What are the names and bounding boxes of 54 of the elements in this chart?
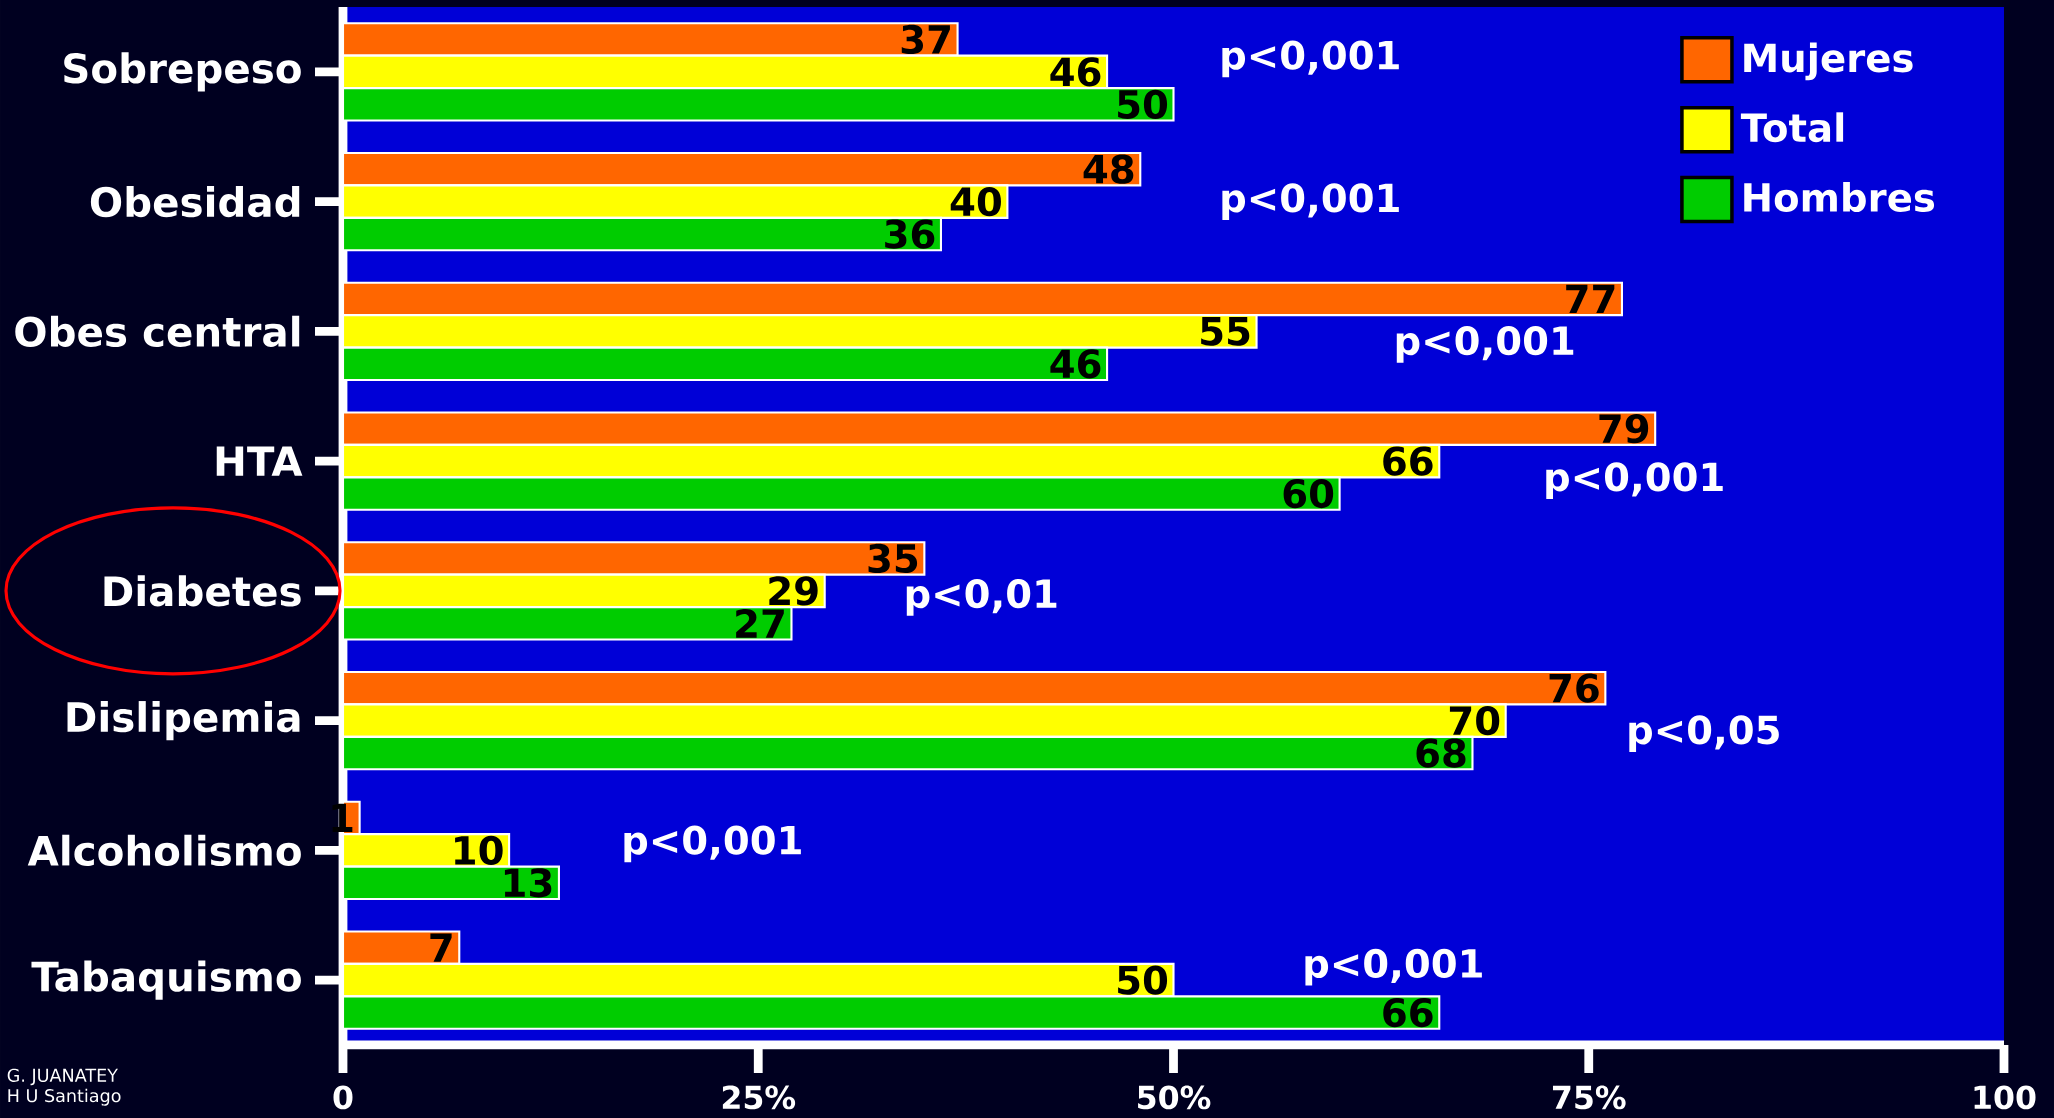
data-label: 66	[1383, 446, 1433, 476]
x-tick-label: 100	[1974, 1085, 2036, 1110]
data-label: 70	[1449, 706, 1500, 736]
bar	[343, 314, 1258, 349]
annotation: p<0,001	[1546, 462, 1723, 499]
legend-label: Mujeres	[1744, 42, 1913, 81]
data-label: 46	[1050, 57, 1101, 87]
x-tick-label: 75%	[1552, 1085, 1626, 1110]
data-label: 40	[950, 187, 1001, 217]
data-label: 48	[1083, 154, 1134, 184]
data-label: 50	[1118, 89, 1168, 119]
annotation: p<0,001	[1396, 326, 1574, 363]
data-label: 66	[1383, 997, 1433, 1028]
legend-label: Total	[1740, 112, 1844, 143]
data-label: 77	[1566, 284, 1615, 314]
data-label: 10	[455, 835, 503, 865]
text: G. JUANATEY	[7, 1068, 118, 1086]
y-tick-label: Alcoholismo	[27, 834, 301, 866]
annotation: p<0,001	[1222, 183, 1399, 221]
x-tick-label: 25%	[722, 1085, 796, 1110]
data-label: 29	[769, 576, 818, 606]
x-tick-label: 0	[333, 1085, 353, 1110]
legend-label: Hombres	[1744, 182, 1935, 213]
data-label: 50	[1118, 965, 1168, 995]
annotation: p<0,01	[906, 579, 1057, 616]
data-label: 35	[868, 543, 918, 574]
bar	[343, 184, 1009, 219]
data-label: 1	[332, 803, 353, 833]
annotation: p<0,001	[1305, 948, 1482, 986]
bar	[343, 443, 1441, 479]
data-label: 60	[1283, 478, 1334, 509]
data-label: 13	[504, 868, 552, 898]
data-label: 7	[430, 933, 452, 962]
text: H U Santiago	[8, 1088, 121, 1106]
annotation: p<0,001	[1222, 40, 1399, 78]
y-tick-label: Sobrepeso	[64, 52, 301, 92]
data-label: 79	[1599, 414, 1649, 444]
data-label: 76	[1549, 673, 1599, 703]
y-tick-label: Dislipemia	[67, 701, 300, 741]
annotation: p<0,05	[1629, 715, 1779, 752]
bar	[343, 703, 1507, 738]
y-tick-label: Obes central	[15, 315, 300, 347]
data-label: 27	[736, 609, 784, 638]
y-tick-label: Tabaquismo	[31, 960, 301, 1000]
annotation: p<0,001	[624, 825, 801, 863]
y-tick-label: Diabetes	[104, 575, 301, 607]
data-label: 37	[901, 24, 950, 55]
data-label: 68	[1416, 738, 1466, 768]
x-tick-label: 50%	[1138, 1085, 1211, 1110]
y-tick-label: Obesidad	[90, 186, 300, 218]
data-label: 55	[1201, 317, 1250, 346]
data-label: 46	[1050, 349, 1101, 379]
data-label: 36	[885, 219, 935, 249]
y-tick-label: HTA	[216, 446, 303, 476]
